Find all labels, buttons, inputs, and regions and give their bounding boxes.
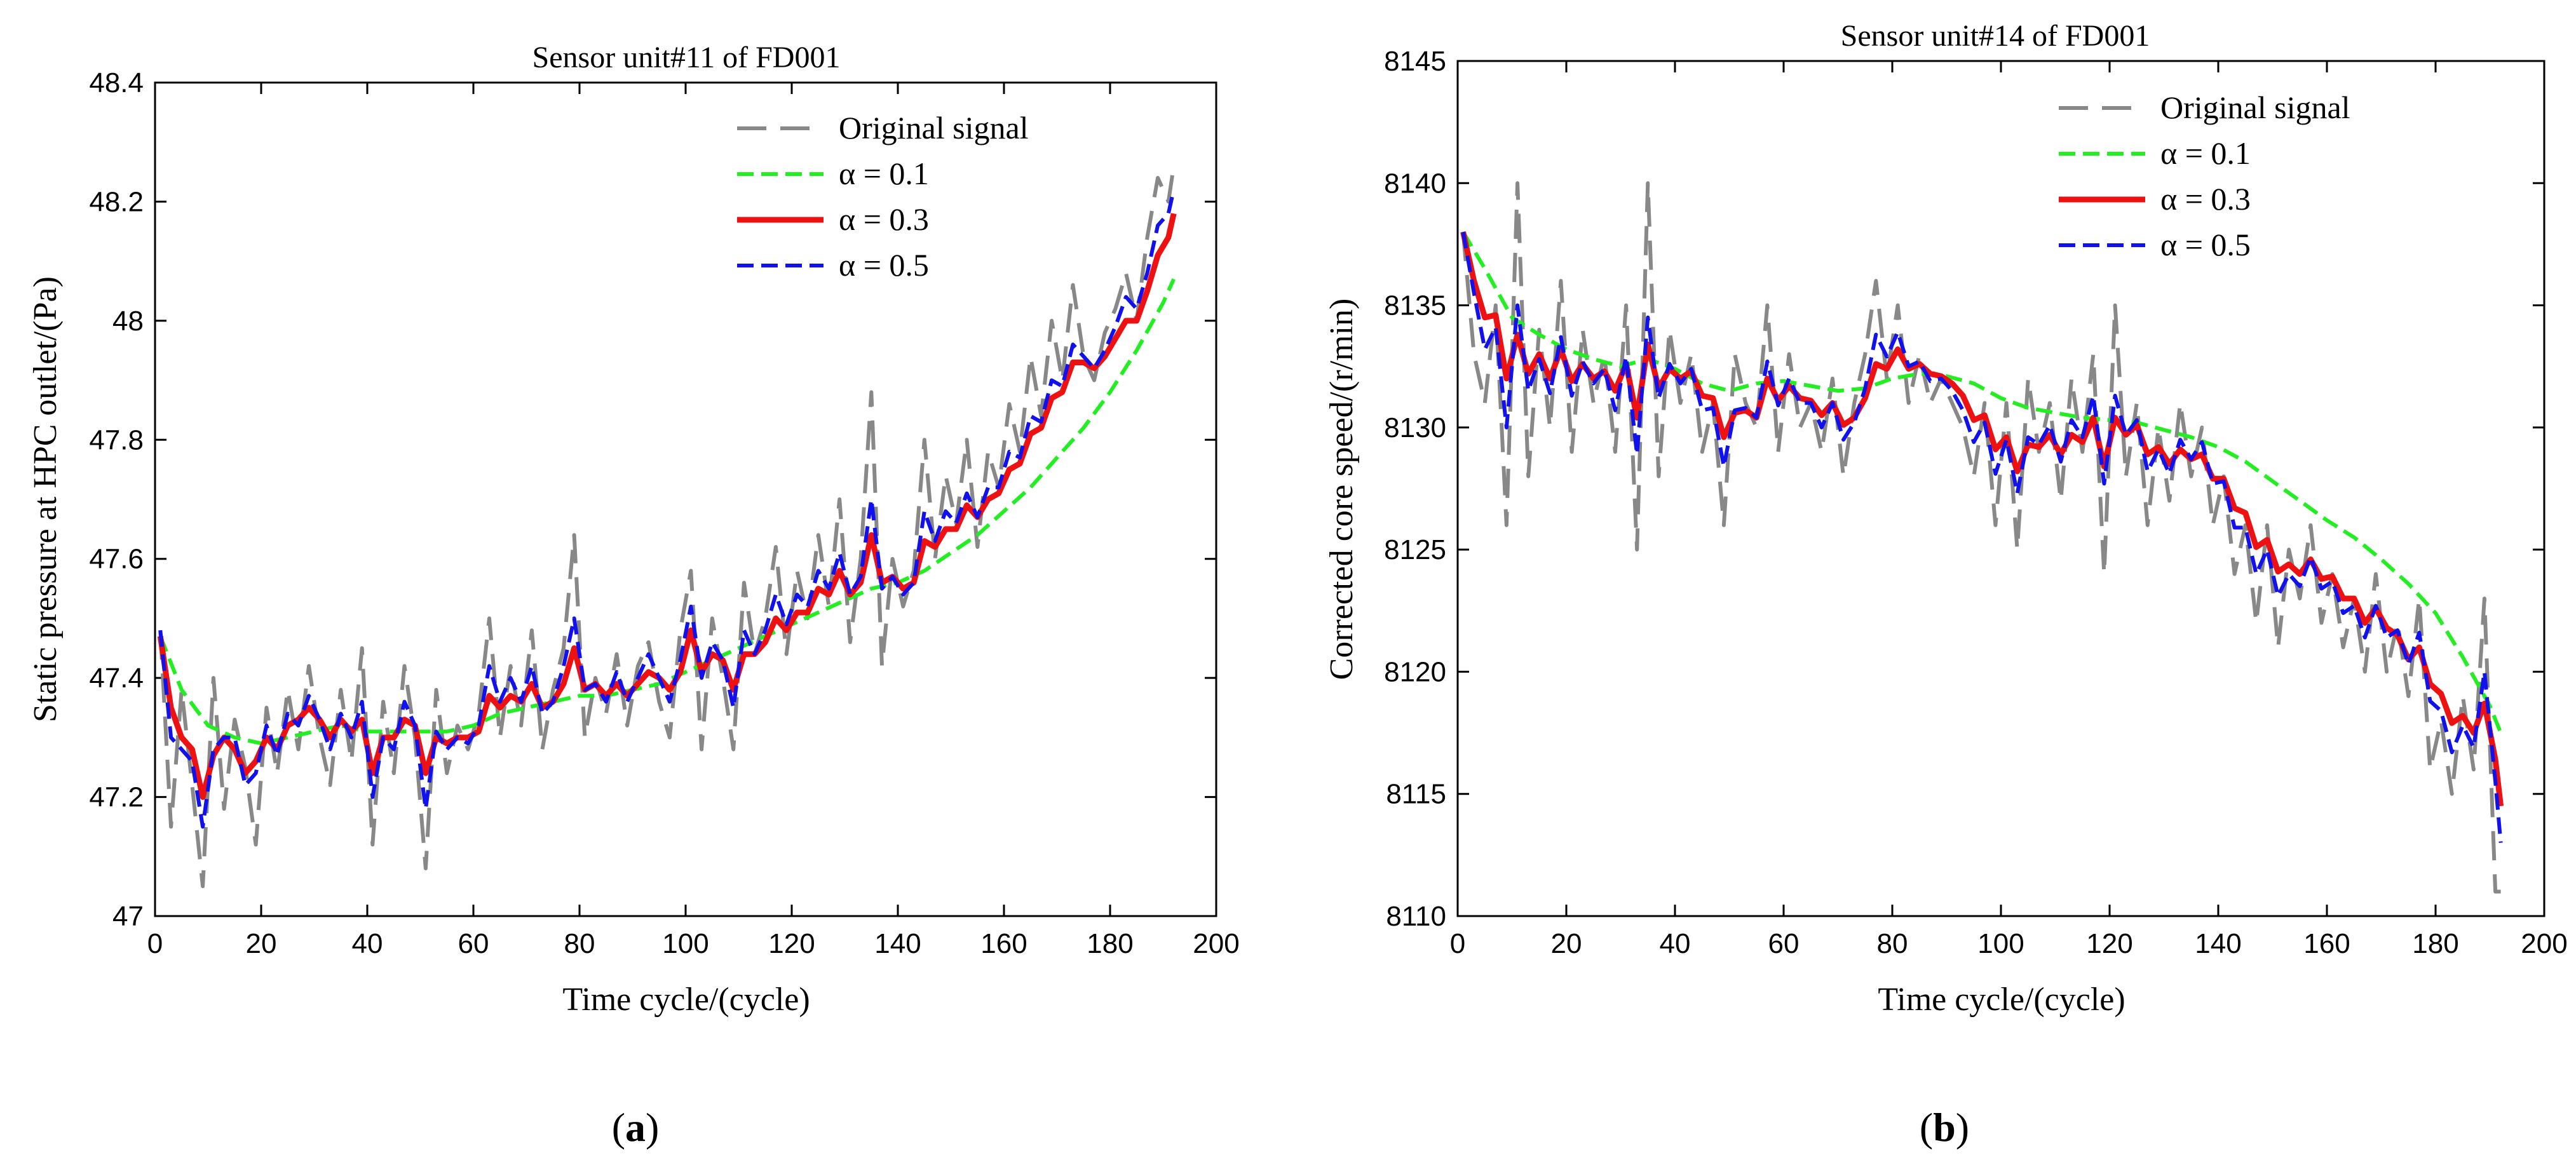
x-tick-label: 20 <box>246 928 277 959</box>
x-tick-label: 160 <box>2303 928 2350 959</box>
plot-area-a: 0 20 40 60 80 100 120 140 160 180 200 47 47.2 47.4 47.… <box>89 67 1239 959</box>
x-tick-label: 0 <box>147 928 163 959</box>
x-tick-label: 60 <box>458 928 489 959</box>
x-tick-label: 40 <box>352 928 383 959</box>
chart-title-a: Sensor unit#11 of FD001 <box>532 41 841 74</box>
x-tick-label: 100 <box>662 928 708 959</box>
legend-a: Original signal α = 0.1 α = 0.3 α = 0.5 <box>737 110 1029 283</box>
x-tick-label: 0 <box>1450 928 1465 959</box>
y-tick-label: 8110 <box>1386 901 1446 932</box>
series-line-a-3 <box>158 189 1176 829</box>
panel-label-a: (a) <box>612 1105 660 1150</box>
series-line-b-3 <box>1461 231 2503 843</box>
x-tick-label: 20 <box>1551 928 1582 959</box>
series-line-a-1 <box>158 278 1176 746</box>
y-tick-label: 48.4 <box>89 67 144 98</box>
y-tick-label: 47.8 <box>89 424 144 455</box>
y-tick-label: 48 <box>112 306 144 337</box>
x-tick-label: 120 <box>2086 928 2132 959</box>
legend-entry: α = 0.1 <box>2160 135 2251 171</box>
x-tick-label: 80 <box>564 928 595 959</box>
y-tick-label: 8115 <box>1386 779 1446 810</box>
y-tick-label: 48.2 <box>89 186 144 217</box>
y-axis-label-b: Corrected core speed/(r/min) <box>1324 299 1360 680</box>
legend-b: Original signal α = 0.1 α = 0.3 α = 0.5 <box>2059 90 2350 262</box>
x-tick-label: 200 <box>1193 928 1239 959</box>
y-tick-label: 8130 <box>1384 412 1446 443</box>
x-tick-label: 140 <box>2195 928 2241 959</box>
y-tick-label: 8135 <box>1384 290 1446 321</box>
series-line-a-0 <box>158 165 1176 889</box>
axes-frame-a <box>154 81 1217 917</box>
legend-entry: α = 0.3 <box>839 201 929 237</box>
y-tick-label: 8125 <box>1384 534 1446 565</box>
series-line-a-2 <box>157 213 1177 800</box>
series-line-b-1 <box>1461 231 2503 734</box>
y-tick-label: 47 <box>112 901 144 932</box>
panel-label-a-letter: a <box>625 1105 646 1150</box>
legend-entry: Original signal <box>2160 90 2350 125</box>
chart-panel-b: Sensor unit#14 of FD001 0 20 40 60 80 100 120 1… <box>1324 19 2568 1150</box>
y-tick-label: 8145 <box>1384 46 1446 77</box>
legend-entry: α = 0.5 <box>2160 227 2251 262</box>
y-tick-label: 47.6 <box>89 544 144 575</box>
legend-entry: Original signal <box>839 110 1029 145</box>
y-tick-label: 47.2 <box>89 782 144 813</box>
x-tick-label: 120 <box>768 928 815 959</box>
x-tick-label: 100 <box>1977 928 2024 959</box>
panel-label-b-letter: b <box>1933 1105 1956 1150</box>
x-tick-label: 200 <box>2521 928 2567 959</box>
chart-title-b: Sensor unit#14 of FD001 <box>1841 19 2150 53</box>
x-axis-label-b: Time cycle/(cycle) <box>1878 981 2125 1018</box>
x-tick-label: 180 <box>1087 928 1133 959</box>
series-line-b-2 <box>1460 231 2504 807</box>
panel-label-b: (b) <box>1920 1105 1969 1150</box>
x-tick-label: 160 <box>980 928 1027 959</box>
x-tick-label: 40 <box>1660 928 1691 959</box>
x-axis-label-a: Time cycle/(cycle) <box>562 981 810 1018</box>
legend-entry: α = 0.3 <box>2160 181 2251 217</box>
y-tick-label: 47.4 <box>89 663 144 694</box>
plot-area-b: 0 20 40 60 80 100 120 140 160 180 200 8110 8115 8120 8… <box>1384 46 2568 959</box>
legend-entry: α = 0.5 <box>839 247 929 283</box>
legend-entry: α = 0.1 <box>839 156 929 191</box>
y-axis-label-a: Static pressure at HPC outlet/(Pa) <box>27 276 64 722</box>
x-tick-label: 80 <box>1877 928 1908 959</box>
x-tick-label: 140 <box>874 928 921 959</box>
y-tick-label: 8120 <box>1384 656 1446 687</box>
x-tick-label: 60 <box>1768 928 1800 959</box>
series-line-b-0 <box>1461 181 2501 894</box>
axes-frame-b <box>1456 60 2545 917</box>
y-tick-label: 8140 <box>1384 168 1446 199</box>
chart-panel-a: Sensor unit#11 of FD001 0 20 40 60 80 100 120 1… <box>27 41 1240 1150</box>
x-tick-label: 180 <box>2412 928 2458 959</box>
